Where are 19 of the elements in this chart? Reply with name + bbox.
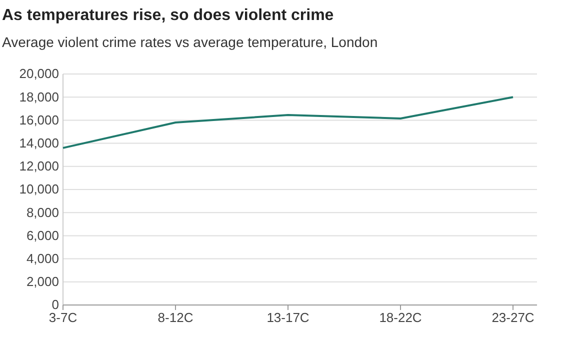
x-tick-label: 18-22C — [379, 310, 422, 326]
y-tick-label: 18,000 — [19, 89, 59, 104]
y-tick-label: 8,000 — [26, 204, 59, 220]
x-tick-label: 8-12C — [158, 310, 194, 326]
y-tick-label: 12,000 — [19, 158, 59, 174]
y-tick-label: 6,000 — [26, 228, 59, 243]
y-tick-label: 10,000 — [19, 182, 59, 197]
y-tick-label: 0 — [52, 297, 59, 312]
y-tick-label: 16,000 — [19, 112, 59, 128]
line-series — [62, 96, 514, 149]
x-tick-label: 23-27C — [492, 310, 534, 326]
y-tick-label: 14,000 — [19, 135, 59, 150]
y-tick-label: 2,000 — [26, 274, 59, 290]
chart-title: As temperatures rise, so does violent crime — [2, 7, 334, 24]
y-tick-label: 4,000 — [26, 250, 59, 266]
y-tick-label: 20,000 — [19, 66, 59, 82]
x-tick-label: 13-17C — [266, 310, 310, 326]
x-tick-label: 3-7C — [48, 310, 78, 326]
chart-subtitle: Average violent crime rates vs average temperature, London — [2, 34, 378, 50]
